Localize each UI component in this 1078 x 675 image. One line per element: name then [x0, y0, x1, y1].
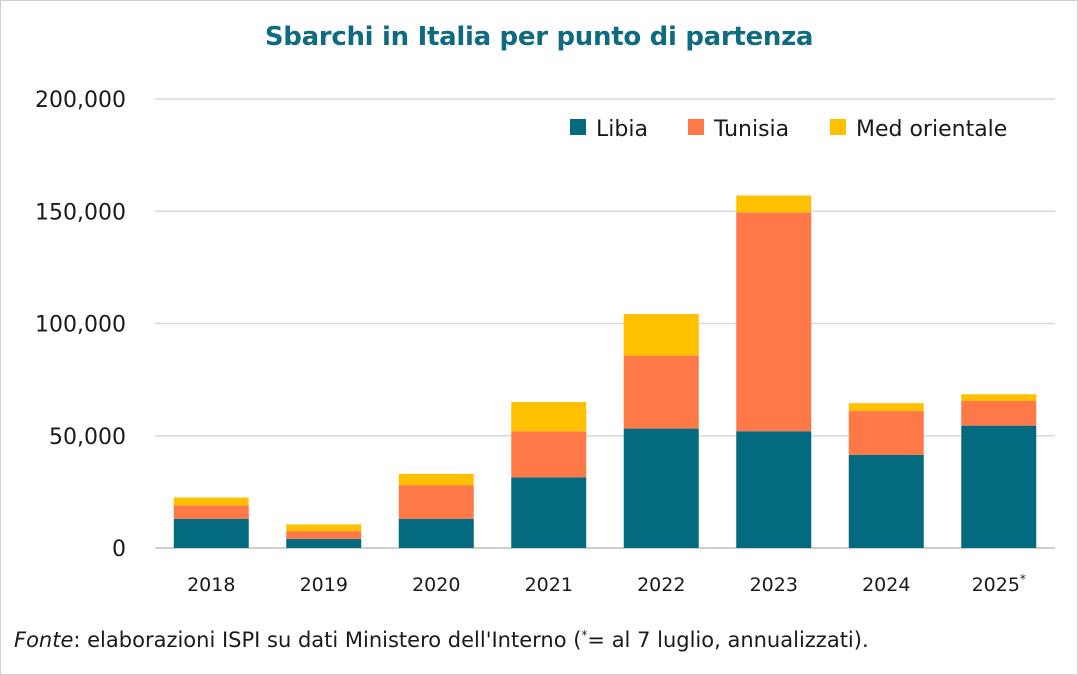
bar-segment-tunisia: [398, 485, 474, 519]
y-tick-label: 0: [112, 537, 126, 562]
source-text: : elaborazioni ISPI su dati Ministero de…: [73, 628, 582, 652]
source-label: Fonte: [14, 628, 74, 652]
x-tick-label: 2021: [525, 574, 573, 596]
x-tick-label: 2024: [862, 574, 910, 596]
bar-segment-libia: [173, 518, 249, 548]
bar-segment-libia: [736, 431, 812, 548]
legend-swatch: [830, 119, 846, 135]
bar-segment-tunisia: [736, 212, 812, 432]
bar-segment-tunisia: [286, 531, 362, 540]
bar-segment-tunisia: [623, 355, 699, 429]
x-tick-label: 2020: [412, 574, 460, 596]
bar-segment-tunisia: [848, 411, 924, 455]
bar-segment-med-orientale: [623, 314, 699, 356]
legend-label: Libia: [596, 117, 648, 142]
legend-label: Med orientale: [856, 117, 1007, 142]
legend-swatch: [688, 119, 704, 135]
bar-segment-tunisia: [173, 505, 249, 519]
y-tick-label: 100,000: [35, 313, 126, 338]
bar-segment-med-orientale: [286, 524, 362, 532]
x-tick-label: 2018: [187, 574, 235, 596]
bar-segment-med-orientale: [398, 473, 474, 486]
bar-segment-tunisia: [961, 400, 1037, 426]
x-tick-label: 2022: [637, 574, 685, 596]
bar-segment-libia: [398, 518, 474, 548]
x-tick-suffix: *: [1020, 572, 1026, 586]
bar-segment-med-orientale: [173, 497, 249, 506]
bar-segment-libia: [511, 477, 587, 548]
y-tick-label: 150,000: [35, 200, 126, 225]
legend-swatch: [570, 119, 586, 135]
bar-segment-med-orientale: [848, 403, 924, 412]
source-note: Fonte: elaborazioni ISPI su dati Ministe…: [14, 628, 869, 652]
x-tick-label: 2019: [300, 574, 348, 596]
chart-title: Sbarchi in Italia per punto di partenza: [264, 22, 814, 52]
bar-segment-tunisia: [511, 431, 587, 478]
y-tick-label: 50,000: [49, 425, 126, 450]
bar-segment-libia: [848, 454, 924, 548]
bar-segment-libia: [961, 425, 1037, 548]
legend-label: Tunisia: [713, 117, 789, 142]
x-tick-label: 2025*: [972, 572, 1026, 596]
bar-segment-med-orientale: [736, 195, 812, 213]
source-star: *: [581, 628, 588, 642]
bar-segment-med-orientale: [961, 394, 1037, 401]
source-text-end: = al 7 luglio, annualizzati).: [587, 628, 869, 652]
y-tick-label: 200,000: [35, 88, 126, 113]
x-tick-label: 2023: [750, 574, 798, 596]
bar-segment-med-orientale: [511, 402, 587, 432]
bar-segment-libia: [623, 428, 699, 548]
bar-segment-libia: [286, 539, 362, 548]
